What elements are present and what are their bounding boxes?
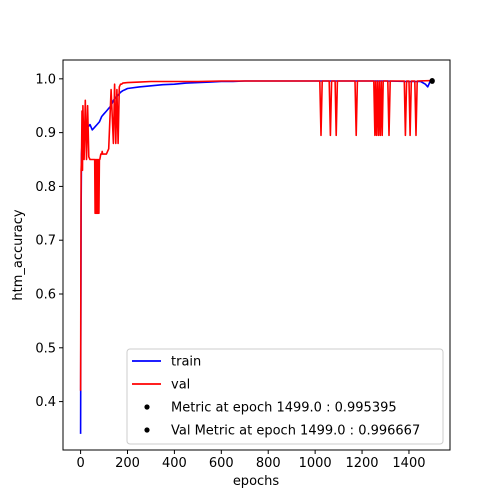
legend-label: train xyxy=(171,355,201,370)
x-tick-label: 800 xyxy=(256,456,281,471)
axes-frame xyxy=(62,59,451,451)
plot-area: 0 200 400 600 800 1000 1200 1400 0.4 0.5 0.6 0.7 0.8… xyxy=(35,59,451,471)
x-tick-label: 1000 xyxy=(299,456,332,471)
metric-marker-2 xyxy=(429,78,435,84)
legend-label: val xyxy=(171,378,190,393)
x-tick-label: 0 xyxy=(76,456,84,471)
y-axis-label: htm_accuracy xyxy=(11,209,26,300)
y-tick-label: 0.7 xyxy=(35,234,56,249)
legend-dot-2 xyxy=(144,427,150,433)
y-tick-label: 0.4 xyxy=(35,395,56,410)
x-tick-label: 600 xyxy=(209,456,234,471)
legend-box xyxy=(126,348,444,445)
y-tick-label: 0.5 xyxy=(35,341,56,356)
x-tick-label: 1400 xyxy=(392,456,425,471)
legend-dot-1 xyxy=(144,404,150,410)
y-tick-label: 0.6 xyxy=(35,288,56,303)
x-axis-label: epochs xyxy=(233,474,280,489)
x-tick-label: 400 xyxy=(162,456,187,471)
series-line-val xyxy=(79,79,433,391)
legend-label: Val Metric at epoch 1499.0 : 0.996667 xyxy=(171,424,420,439)
y-tick-label: 1.0 xyxy=(35,72,56,87)
y-tick-label: 0.8 xyxy=(35,180,56,195)
y-tick-label: 0.9 xyxy=(35,126,56,141)
legend-label: Metric at epoch 1499.0 : 0.995395 xyxy=(171,401,397,416)
x-tick-label: 200 xyxy=(115,456,140,471)
x-tick-label: 1200 xyxy=(345,456,378,471)
